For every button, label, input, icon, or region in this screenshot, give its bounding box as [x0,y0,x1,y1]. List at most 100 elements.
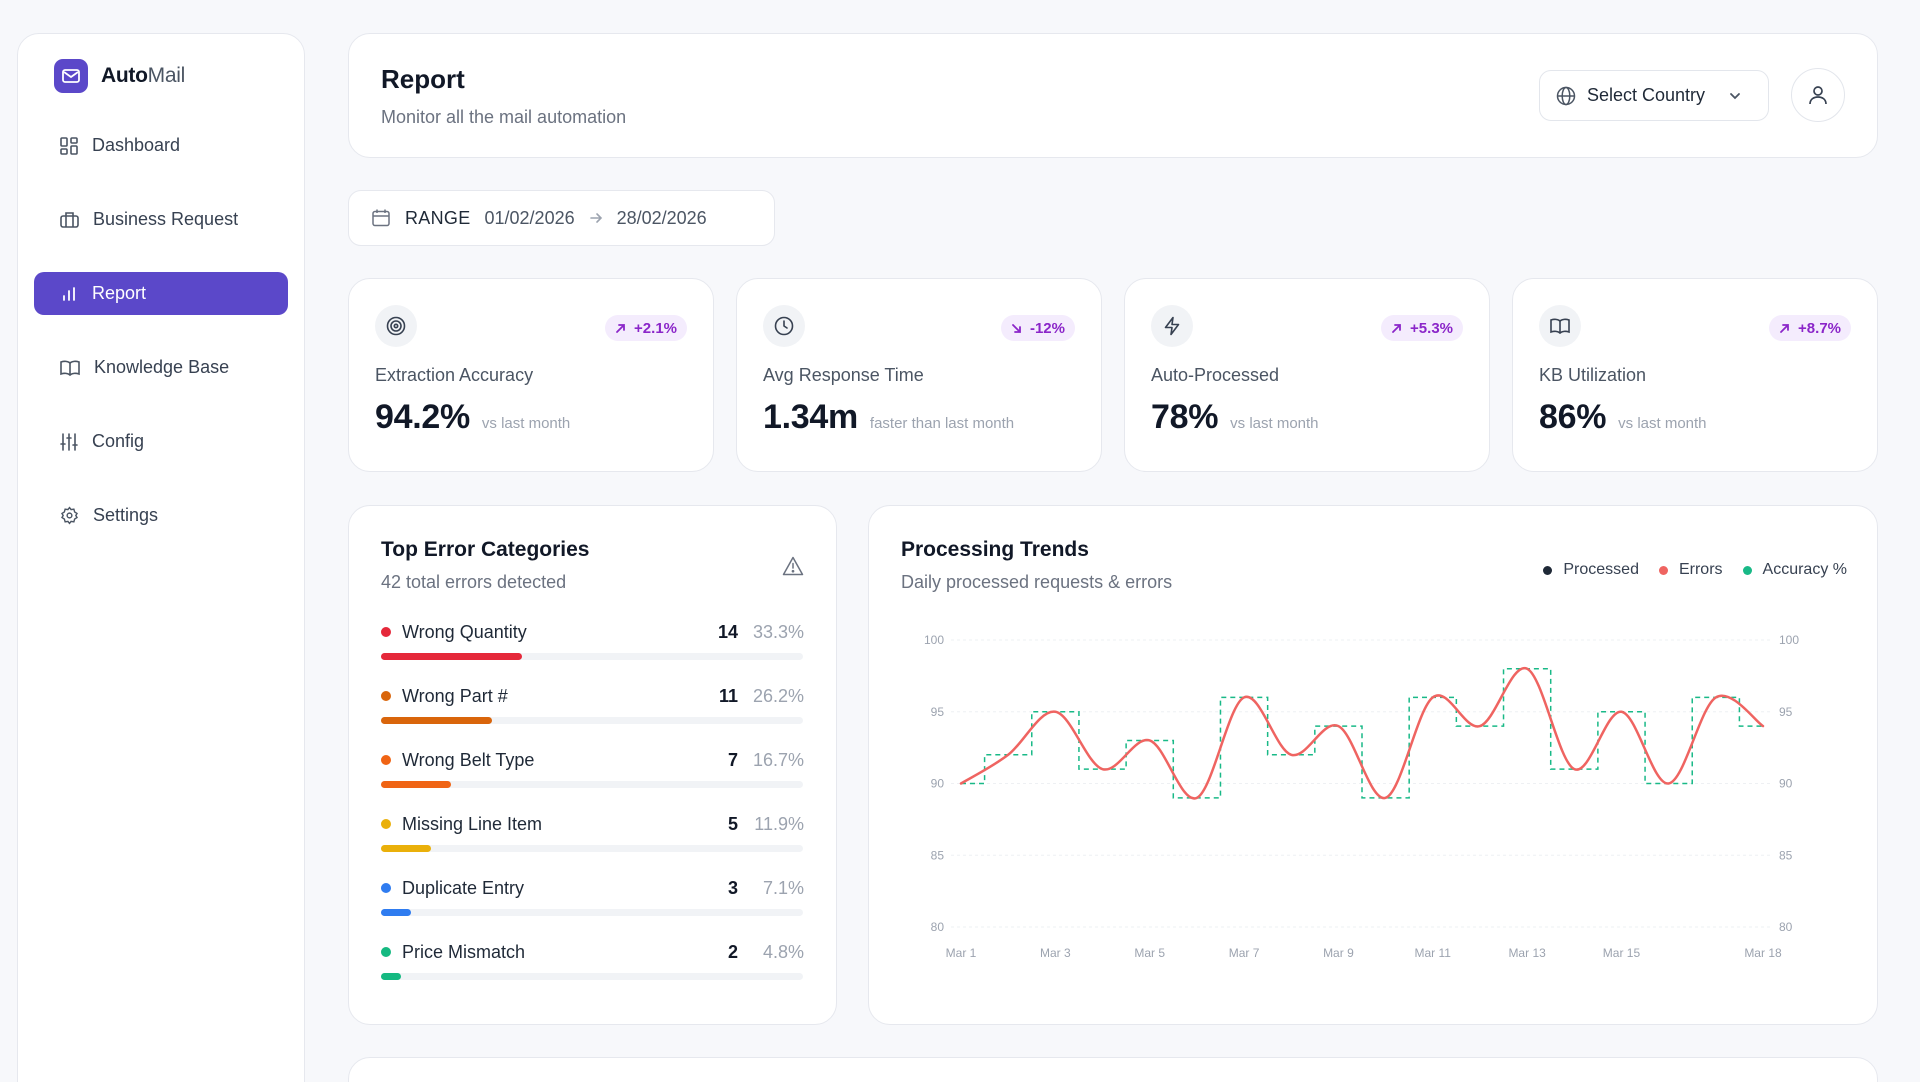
chart-legend: Processed Errors Accuracy % [1543,561,1847,579]
sidebar-item-label: Report [92,283,147,303]
legend-label: Processed [1563,561,1639,578]
sidebar-item-label: Knowledge Base [94,357,230,377]
kpi-note: faster than last month [869,415,1015,432]
brand-name-bold: Auto [101,64,148,87]
error-category-row[interactable]: Wrong Part # 11 26.2% [381,683,804,747]
errors-line [959,667,1765,800]
sidebar-item-label: Config [92,431,145,451]
y-tick-label-right: 90 [1779,777,1793,791]
category-name: Wrong Quantity [402,621,527,642]
page-header: Report Monitor all the mail automation S… [348,33,1878,158]
category-color-dot [381,691,391,701]
category-percent: 11.9% [754,813,804,834]
error-category-row[interactable]: Price Mismatch 2 4.8% [381,939,804,1003]
sidebar-item-config[interactable]: Config [34,420,288,463]
y-tick-label-left: 90 [931,777,945,791]
category-count: 14 [717,621,738,642]
kpi-card-avg-response-time: -12% Avg Response Time 1.34m faster than… [736,278,1102,472]
legend-item-processed[interactable]: Processed [1543,561,1639,579]
category-progress-track [381,653,803,660]
category-name: Wrong Part # [402,685,508,706]
kpi-card-kb-utilization: +8.7% KB Utilization 86% vs last month [1512,278,1878,472]
legend-item-errors[interactable]: Errors [1658,561,1723,579]
category-progress-track [381,717,803,724]
category-percent: 26.2% [752,685,804,706]
country-select-label: Select Country [1587,85,1706,105]
legend-item-accuracy[interactable]: Accuracy % [1742,561,1847,579]
sidebar-nav: Dashboard Business Request Report Knowle… [34,124,288,537]
category-count: 3 [727,877,738,898]
mail-logo-icon [54,59,88,93]
trend-badge-value: +2.1% [634,319,677,337]
range-end-date[interactable]: 28/02/2026 [616,207,707,228]
trend-badge: +8.7% [1769,315,1851,341]
category-color-dot [381,883,391,893]
error-category-row[interactable]: Wrong Quantity 14 33.3% [381,619,804,683]
error-category-row[interactable]: Duplicate Entry 3 7.1% [381,875,804,939]
date-range-picker[interactable]: RANGE 01/02/2026 28/02/2026 [348,190,775,246]
user-profile-button[interactable] [1791,68,1845,122]
y-tick-label-left: 95 [931,705,945,719]
error-category-row[interactable]: Wrong Belt Type 7 16.7% [381,747,804,811]
category-color-dot [381,819,391,829]
range-label: RANGE [405,207,471,228]
trend-badge-value: +8.7% [1798,319,1841,337]
sidebar-item-knowledge-base[interactable]: Knowledge Base [34,346,288,389]
clock-icon [763,305,805,347]
kpi-card-extraction-accuracy: +2.1% Extraction Accuracy 94.2% vs last … [348,278,714,472]
sidebar-item-business-request[interactable]: Business Request [34,198,288,241]
kpi-note: vs last month [481,415,571,432]
category-color-dot [381,627,391,637]
x-tick-label: Mar 18 [1744,946,1782,960]
legend-dot [1658,565,1668,575]
bar-chart-icon [63,286,75,301]
trend-badge-value: -12% [1029,319,1065,337]
legend-label: Accuracy % [1762,561,1847,578]
arrow-up-right-icon [616,323,625,333]
page-title: Report [381,64,465,94]
x-tick-label: Mar 1 [946,946,977,960]
category-progress-fill [381,973,402,980]
x-tick-label: Mar 3 [1040,946,1071,960]
sidebar-item-label: Dashboard [92,135,181,155]
sidebar-item-dashboard[interactable]: Dashboard [34,124,288,167]
chevron-down-icon [1730,92,1740,99]
kpi-note: vs last month [1618,415,1707,432]
top-error-categories-card: Top Error Categories 42 total errors det… [348,505,837,1025]
category-progress-fill [381,653,522,660]
kpi-label: Extraction Accuracy [375,365,534,385]
target-icon [375,305,417,347]
kpi-label: Auto-Processed [1151,365,1280,385]
calendar-icon [372,209,390,227]
y-tick-label-right: 85 [1779,848,1793,862]
arrow-up-right-icon [1392,323,1401,333]
brand[interactable]: AutoMail [34,56,288,96]
kpi-value: 1.34m [763,398,858,436]
kpi-note: vs last month [1230,415,1319,432]
section-title: Processing Trends [901,538,1089,561]
dashboard-grid-icon [60,136,78,155]
brand-name-light: Mail [147,64,186,87]
category-progress-track [381,909,803,916]
sidebar-item-label: Business Request [93,209,239,229]
briefcase-icon [60,211,79,228]
accuracy-step-line [961,667,1763,799]
sidebar-item-settings[interactable]: Settings [34,494,288,537]
category-count: 2 [727,941,738,962]
error-category-row[interactable]: Missing Line Item 5 11.9% [381,811,804,875]
sliders-icon [60,432,78,451]
category-progress-track [381,781,803,788]
processing-trends-card: 100 100 95 95 90 90 85 85 80 80 Mar 1 Mar 3 Mar 5 Mar… [868,505,1878,1025]
category-name: Price Mismatch [402,941,526,962]
range-start-date[interactable]: 01/02/2026 [484,207,575,228]
y-tick-label-right: 95 [1779,705,1793,719]
x-tick-label: Mar 11 [1415,946,1452,960]
kpi-value: 78% [1151,398,1219,436]
trend-badge: -12% [1000,315,1075,341]
x-tick-label: Mar 9 [1323,946,1354,960]
x-tick-label: Mar 5 [1134,946,1165,960]
country-select[interactable]: Select Country [1539,70,1769,121]
sidebar-item-report[interactable]: Report [34,272,288,315]
category-progress-fill [381,717,492,724]
trend-badge: +5.3% [1381,315,1463,341]
